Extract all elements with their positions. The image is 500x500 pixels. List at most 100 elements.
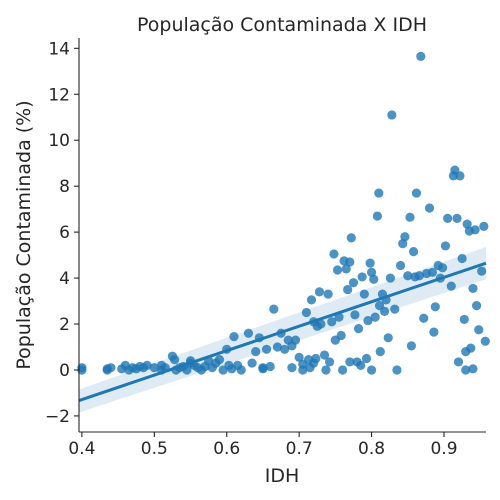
x-tick-label-3: 0.7 (286, 439, 313, 459)
data-point-81 (346, 233, 356, 243)
data-point-32 (214, 355, 225, 365)
data-point-150 (410, 272, 420, 282)
data-point-75 (336, 330, 346, 341)
chart-title: População Contaminada X IDH (137, 14, 427, 36)
data-point-73 (332, 265, 343, 275)
data-point-92 (366, 365, 377, 375)
data-point-60 (306, 295, 317, 305)
data-point-97 (374, 188, 384, 198)
data-point-136 (459, 314, 469, 325)
y-tick-label-1: 0 (59, 361, 70, 381)
data-point-127 (440, 241, 451, 251)
data-point-133 (453, 357, 464, 367)
y-tick-label-5: 8 (59, 177, 70, 197)
data-point-85 (353, 324, 364, 334)
data-point-112 (405, 212, 415, 222)
data-point-68 (323, 289, 333, 299)
data-point-132 (452, 213, 462, 223)
data-point-103 (383, 333, 393, 343)
data-point-90 (363, 315, 373, 326)
data-point-65 (316, 319, 326, 329)
data-point-48 (272, 342, 283, 352)
data-point-122 (429, 327, 439, 337)
data-point-146 (479, 221, 489, 231)
data-point-86 (356, 360, 366, 370)
y-tick-label-6: 10 (48, 131, 70, 151)
data-point-18 (169, 355, 180, 365)
y-tick-label-2: 2 (59, 315, 70, 335)
data-point-76 (338, 365, 348, 375)
data-point-79 (343, 284, 353, 295)
x-tick-label-2: 0.6 (213, 439, 240, 459)
data-point-22 (182, 365, 192, 375)
y-tick-label-8: 14 (48, 39, 70, 59)
data-point-152 (345, 357, 355, 367)
regression-line (78, 261, 487, 402)
data-point-47 (269, 304, 279, 314)
data-point-105 (387, 110, 397, 120)
points-layer (77, 51, 490, 375)
data-point-80 (345, 257, 355, 267)
data-point-82 (348, 278, 359, 288)
data-point-134 (455, 171, 465, 181)
y-tick-label-4: 6 (59, 223, 70, 243)
data-point-118 (419, 313, 429, 323)
data-point-66 (319, 350, 330, 360)
data-point-117 (416, 51, 426, 61)
data-point-57 (301, 307, 311, 318)
data-point-94 (369, 274, 379, 284)
y-axis-label: População Contaminada (%) (13, 100, 35, 369)
data-point-141 (468, 283, 478, 294)
x-axis-label: IDH (265, 465, 300, 487)
data-point-67 (321, 365, 331, 375)
data-point-39 (236, 365, 246, 375)
data-point-120 (424, 203, 435, 213)
data-point-121 (427, 267, 438, 277)
data-point-142 (470, 225, 480, 235)
data-point-64 (314, 287, 325, 297)
data-point-99 (375, 346, 385, 357)
data-point-107 (392, 365, 402, 375)
data-point-4 (106, 363, 116, 373)
data-point-41 (247, 358, 257, 368)
data-point-148 (461, 346, 471, 357)
data-point-46 (265, 361, 275, 372)
data-point-13 (149, 363, 159, 373)
x-tick-label-5: 0.9 (430, 439, 457, 459)
x-tick-label-0: 0.4 (68, 439, 95, 459)
data-point-83 (350, 310, 360, 320)
data-point-111 (403, 271, 413, 281)
data-point-144 (474, 325, 484, 335)
x-tick-label-1: 0.5 (141, 439, 168, 459)
data-point-71 (329, 249, 339, 259)
data-point-91 (365, 258, 375, 268)
data-point-69 (324, 357, 335, 367)
data-point-70 (327, 317, 337, 327)
data-point-78 (341, 264, 351, 274)
data-point-89 (361, 353, 372, 364)
data-point-135 (457, 253, 467, 264)
data-point-1 (77, 365, 87, 375)
data-point-50 (280, 344, 290, 354)
data-point-12 (142, 360, 152, 370)
data-point-137 (461, 365, 471, 375)
data-point-40 (243, 328, 254, 338)
data-point-115 (411, 188, 422, 198)
data-point-53 (290, 335, 301, 345)
data-point-149 (468, 364, 478, 374)
y-tick-label-7: 12 (48, 85, 70, 105)
data-point-143 (471, 301, 482, 311)
x-tick-label-4: 0.8 (358, 439, 385, 459)
data-point-108 (395, 260, 406, 271)
data-point-110 (400, 232, 410, 242)
y-tick-label-0: −2 (45, 407, 70, 427)
data-point-145 (477, 266, 487, 276)
y-tick-label-3: 4 (59, 269, 70, 289)
data-point-101 (380, 306, 390, 316)
data-point-123 (430, 302, 440, 312)
data-point-45 (261, 344, 272, 354)
data-point-128 (443, 213, 453, 223)
data-point-154 (258, 364, 268, 374)
data-point-114 (408, 247, 419, 257)
